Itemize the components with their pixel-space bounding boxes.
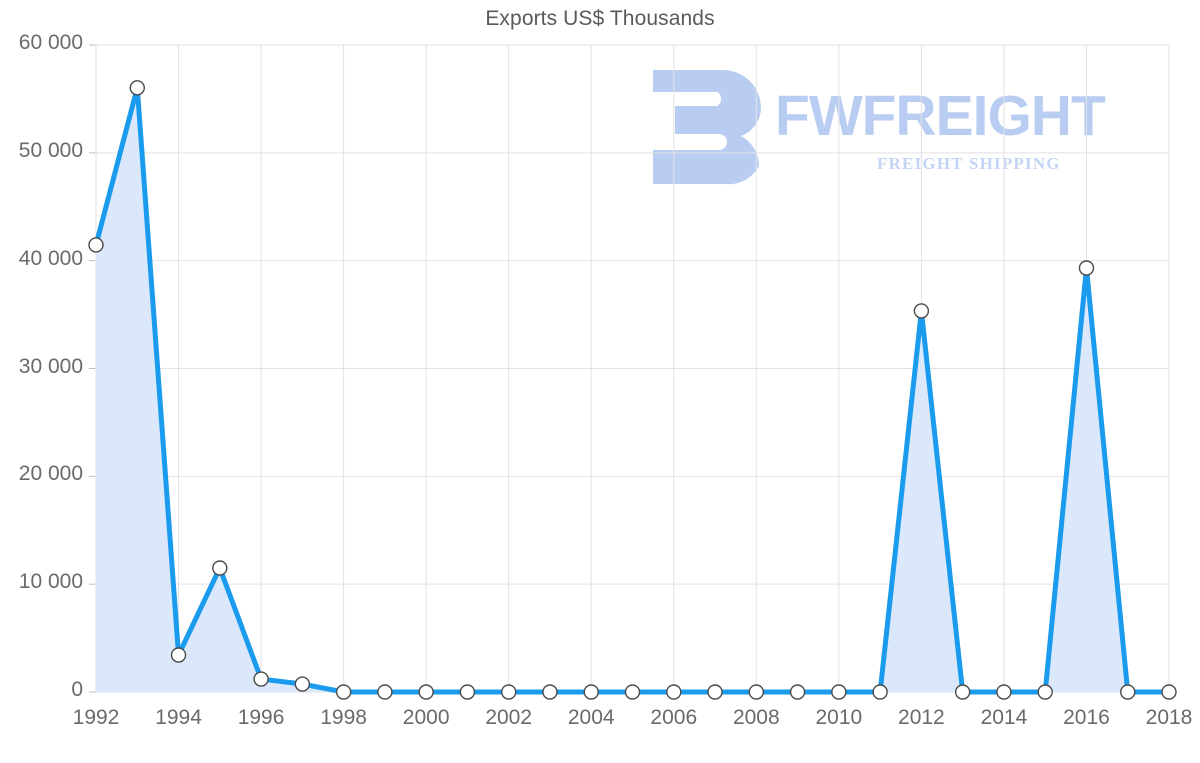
data-point-marker[interactable] (1120, 684, 1136, 700)
x-axis-tick-label: 1994 (155, 706, 202, 729)
gridlines (89, 44, 1170, 693)
data-point-marker[interactable] (1161, 684, 1177, 700)
data-point-marker[interactable] (418, 684, 434, 700)
x-axis-tick-label: 2008 (732, 706, 780, 729)
data-point-marker[interactable] (335, 684, 352, 700)
y-axis-tick-label: 10 000 (18, 570, 83, 594)
series-line (93, 85, 1172, 695)
y-axis-tick-label: 20 000 (18, 462, 83, 486)
series-markers (88, 80, 1177, 700)
data-point-marker[interactable] (459, 684, 476, 700)
y-axis-tick-label: 30 000 (18, 354, 83, 378)
data-point-marker[interactable] (583, 684, 599, 700)
x-axis-tick-label: 2014 (980, 706, 1028, 729)
data-point-marker[interactable] (294, 676, 311, 692)
data-point-marker[interactable] (377, 684, 393, 700)
x-axis-tick-label: 2004 (567, 706, 615, 729)
data-point-marker[interactable] (789, 684, 806, 700)
x-axis-tick-label: 2010 (815, 706, 863, 729)
y-axis-tick-label: 60 000 (18, 31, 83, 54)
data-point-marker[interactable] (872, 684, 888, 700)
data-point-marker[interactable] (88, 237, 104, 253)
x-axis-tick-label: 2018 (1145, 706, 1193, 729)
data-point-marker[interactable] (707, 684, 723, 700)
data-point-marker[interactable] (748, 684, 765, 700)
x-axis-tick-label: 2006 (650, 706, 698, 729)
x-axis-tick-label: 2012 (898, 706, 945, 729)
data-point-marker[interactable] (913, 303, 930, 319)
x-axis-tick-label: 2016 (1063, 706, 1110, 729)
data-point-marker[interactable] (129, 80, 145, 96)
data-point-marker[interactable] (954, 684, 971, 700)
series-area-fill (96, 87, 1169, 692)
data-point-marker[interactable] (1037, 684, 1053, 700)
data-point-marker[interactable] (500, 684, 517, 700)
chart-title: Exports US$ Thousands (485, 7, 715, 30)
data-point-marker[interactable] (624, 684, 641, 700)
y-axis-tick-label: 0 (71, 678, 83, 701)
x-axis-tick-label: 1992 (72, 706, 120, 729)
x-axis-tick-label: 2002 (485, 706, 533, 729)
data-point-marker[interactable] (666, 684, 682, 700)
data-point-marker[interactable] (253, 671, 269, 687)
data-point-marker[interactable] (212, 560, 228, 576)
y-axis-tick-label: 50 000 (18, 138, 83, 162)
data-point-marker[interactable] (170, 647, 187, 663)
data-point-marker[interactable] (1078, 260, 1095, 276)
x-axis-tick-label: 2000 (402, 706, 450, 729)
data-point-marker[interactable] (542, 684, 558, 700)
x-axis-tick-label: 1996 (237, 706, 285, 729)
data-point-marker[interactable] (831, 684, 847, 700)
y-axis-tick-label: 40 000 (18, 246, 83, 270)
data-point-marker[interactable] (996, 684, 1012, 700)
x-axis-tick-label: 1998 (320, 706, 367, 729)
